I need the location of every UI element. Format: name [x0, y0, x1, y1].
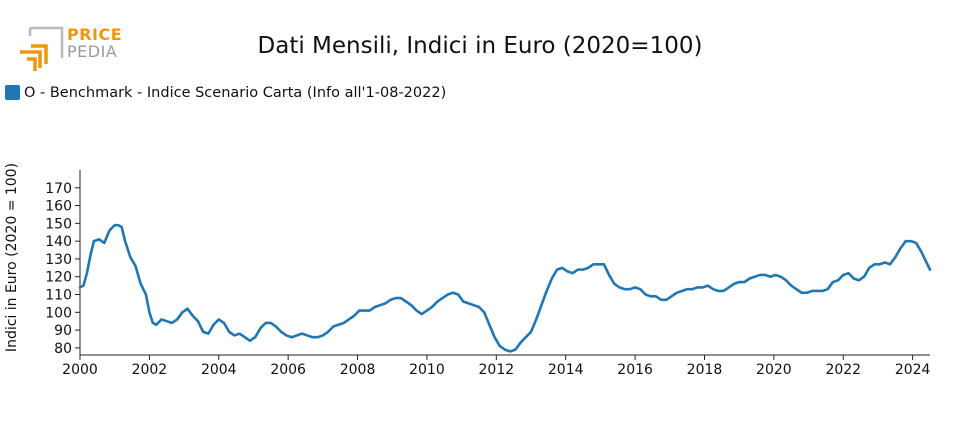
y-tick-label: 160: [45, 199, 72, 215]
series-line: [78, 223, 932, 353]
x-tick-label: 2012: [479, 362, 515, 378]
x-tick-label: 2002: [132, 362, 168, 378]
logo-word-pedia: PEDIA: [67, 42, 118, 61]
x-tick-label: 2010: [409, 362, 445, 378]
logo-word-price: PRICE: [67, 25, 123, 44]
y-tick-label: 110: [45, 288, 72, 304]
y-tick-label: 150: [45, 216, 72, 232]
x-tick-label: 2014: [548, 362, 584, 378]
pricepedia-logo: PRICE PEDIA: [18, 24, 128, 74]
y-tick-label: 100: [45, 305, 72, 321]
legend-swatch: [5, 85, 20, 100]
x-tick-label: 2006: [270, 362, 306, 378]
x-tick-label: 2016: [617, 362, 653, 378]
y-tick-label: 170: [45, 181, 72, 197]
y-tick-label: 120: [45, 270, 72, 286]
y-tick-label: 90: [54, 323, 72, 339]
x-tick-label: 2004: [201, 362, 237, 378]
chart-title: Dati Mensili, Indici in Euro (2020=100): [257, 33, 703, 59]
y-tick-label: 80: [54, 341, 72, 357]
x-tick-label: 2024: [895, 362, 931, 378]
logo-mark-icon: [20, 26, 64, 71]
x-tick-label: 2008: [340, 362, 376, 378]
y-tick-label: 130: [45, 252, 72, 268]
x-tick-label: 2018: [687, 362, 723, 378]
legend-label: O - Benchmark - Indice Scenario Carta (I…: [24, 85, 447, 101]
y-axis-title: Indici in Euro (2020 = 100): [4, 163, 20, 352]
x-tick-label: 2022: [825, 362, 861, 378]
x-tick-label: 2020: [756, 362, 792, 378]
x-tick-label: 2000: [62, 362, 98, 378]
y-tick-label: 140: [45, 234, 72, 250]
